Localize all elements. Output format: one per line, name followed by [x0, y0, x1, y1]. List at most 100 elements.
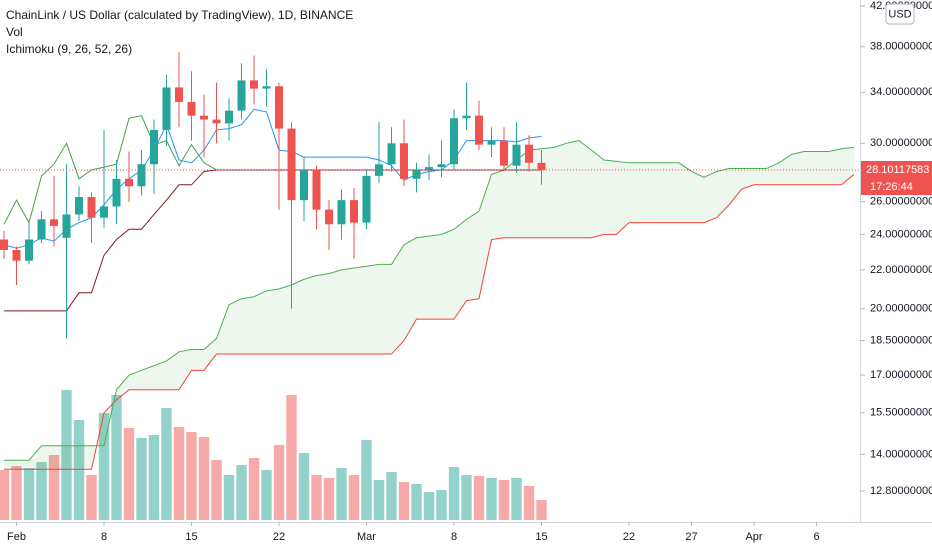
countdown-label: 17:26:44: [870, 181, 913, 193]
candle-body: [37, 219, 46, 240]
volume-bar: [323, 478, 335, 520]
lagging-span: [3, 115, 217, 225]
y-tick-label: 26.00000000: [870, 196, 932, 208]
candle-body: [237, 80, 246, 111]
y-tick-label: 34.00000000: [870, 86, 932, 98]
candle-body: [437, 164, 446, 168]
indicator-label: Ichimoku (9, 26, 52, 26): [6, 42, 132, 56]
volume-bar: [423, 492, 435, 520]
volume-bar: [486, 478, 497, 520]
candle-body: [162, 87, 171, 130]
volume-bar: [211, 460, 222, 520]
volume-bar: [348, 475, 360, 520]
y-tick-label: 18.50000000: [870, 335, 932, 347]
candle-body: [300, 170, 308, 201]
y-tick-label: 12.80000000: [870, 485, 932, 497]
candle-body: [175, 87, 183, 102]
candle-body: [212, 119, 221, 124]
x-tick-label: 22: [623, 531, 635, 543]
volume-bar: [286, 395, 297, 520]
candle-body: [62, 214, 71, 238]
volume-bar: [311, 475, 322, 520]
x-tick-label: 15: [185, 531, 197, 543]
candle-body: [400, 143, 408, 179]
volume-bar: [498, 480, 510, 520]
candle-body: [187, 101, 196, 116]
volume-bar: [436, 490, 447, 520]
candle-body: [350, 200, 358, 223]
candle-body: [125, 178, 133, 187]
volume-bar: [273, 445, 285, 520]
volume-bar: [136, 438, 147, 520]
candle-body: [462, 115, 471, 119]
x-tick-label: 8: [451, 531, 457, 543]
chart-title: ChainLink / US Dollar (calculated by Tra…: [6, 8, 353, 22]
volume-bar: [86, 475, 97, 520]
volume-bar: [386, 472, 397, 520]
candle-body: [100, 206, 108, 218]
currency-button[interactable]: [885, 3, 915, 25]
volume-bar: [298, 453, 310, 520]
volume-bar: [236, 465, 247, 520]
candle-body: [137, 164, 146, 187]
leading-span-b: [4, 174, 855, 470]
x-tick-label: 6: [813, 531, 819, 543]
volume-bar: [123, 428, 135, 520]
candle-body: [525, 144, 533, 163]
x-tick-label: 8: [101, 531, 107, 543]
x-tick-label: 22: [273, 531, 285, 543]
volume-bar: [198, 437, 210, 520]
candle-body: [200, 115, 208, 120]
candle-body: [87, 197, 96, 218]
volume-bar: [523, 486, 535, 520]
volume-bar: [48, 455, 60, 520]
candle-body: [500, 140, 508, 166]
x-tick-label: Mar: [357, 531, 376, 543]
candle-body: [325, 209, 333, 225]
x-tick-label: Feb: [7, 531, 26, 543]
volume-bar: [111, 395, 122, 520]
leading-span-a: [4, 140, 855, 461]
candle-body: [75, 197, 83, 215]
volume-bar: [411, 484, 422, 520]
axes: 42.0000000038.0000000034.0000000030.0000…: [7, 0, 932, 543]
volume-bar: [11, 466, 22, 520]
candle-body: [337, 200, 346, 225]
candle-body: [262, 86, 271, 89]
candle-body: [275, 86, 283, 129]
y-tick-label: 22.00000000: [870, 264, 932, 276]
candle-body: [425, 167, 433, 171]
volume-bar: [23, 468, 35, 520]
volume-bar: [461, 475, 472, 520]
x-tick-label: 15: [535, 531, 547, 543]
volume-bar: [61, 390, 72, 520]
candle-body: [450, 118, 458, 165]
volume-bar: [36, 462, 47, 520]
candle-body: [225, 110, 233, 124]
volume-bar: [373, 480, 385, 520]
volume-bar: [186, 432, 197, 520]
volume-bar: [448, 467, 460, 520]
y-tick-label: 14.00000000: [870, 448, 932, 460]
y-tick-label: 15.50000000: [870, 407, 932, 419]
volume-bar: [511, 478, 522, 520]
volume-bar: [248, 458, 260, 520]
y-tick-label: 24.00000000: [870, 228, 932, 240]
ichimoku-cloud: [4, 140, 854, 470]
volume-bar: [161, 408, 172, 520]
currency-label[interactable]: USD: [888, 8, 911, 20]
candle-body: [150, 129, 158, 165]
y-tick-label: 30.00000000: [870, 137, 932, 149]
volume-bar: [148, 435, 160, 520]
volume-bar: [398, 482, 410, 520]
x-tick-label: 27: [685, 531, 697, 543]
candle-body: [412, 170, 421, 179]
y-tick-label: 20.00000000: [870, 303, 932, 315]
volume-label: Vol: [6, 25, 23, 39]
volume-bar: [473, 476, 485, 520]
candle-body: [287, 128, 296, 201]
candle-body: [487, 140, 496, 145]
candle-body: [12, 249, 21, 261]
volume-bar: [261, 470, 272, 520]
